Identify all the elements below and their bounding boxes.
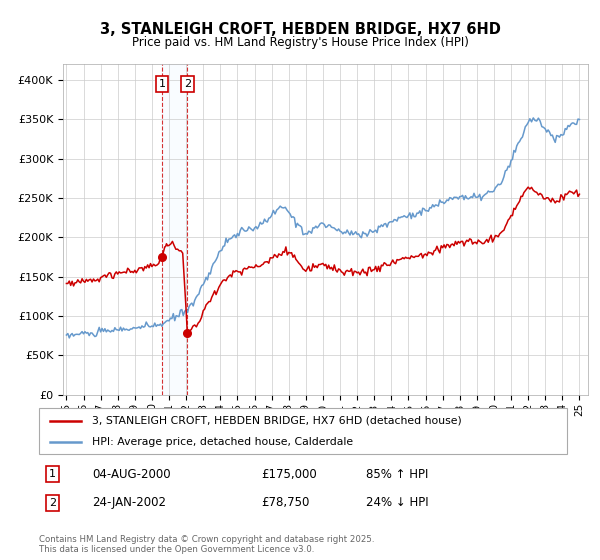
Text: 04-AUG-2000: 04-AUG-2000 [92,468,170,480]
Text: 3, STANLEIGH CROFT, HEBDEN BRIDGE, HX7 6HD (detached house): 3, STANLEIGH CROFT, HEBDEN BRIDGE, HX7 6… [92,416,461,426]
Text: 1: 1 [49,469,56,479]
Text: £175,000: £175,000 [261,468,317,480]
Text: 24% ↓ HPI: 24% ↓ HPI [367,496,429,509]
Text: Contains HM Land Registry data © Crown copyright and database right 2025.
This d: Contains HM Land Registry data © Crown c… [39,535,374,554]
Text: 2: 2 [49,498,56,507]
Text: 85% ↑ HPI: 85% ↑ HPI [367,468,429,480]
Bar [162,64,187,395]
Text: 24-JAN-2002: 24-JAN-2002 [92,496,166,509]
Text: 3, STANLEIGH CROFT, HEBDEN BRIDGE, HX7 6HD: 3, STANLEIGH CROFT, HEBDEN BRIDGE, HX7 6… [100,22,500,38]
FancyBboxPatch shape [39,408,567,454]
Text: 2: 2 [184,79,191,89]
Text: 1: 1 [158,79,166,89]
Text: Price paid vs. HM Land Registry's House Price Index (HPI): Price paid vs. HM Land Registry's House … [131,36,469,49]
Text: £78,750: £78,750 [261,496,309,509]
Text: HPI: Average price, detached house, Calderdale: HPI: Average price, detached house, Cald… [92,437,353,447]
